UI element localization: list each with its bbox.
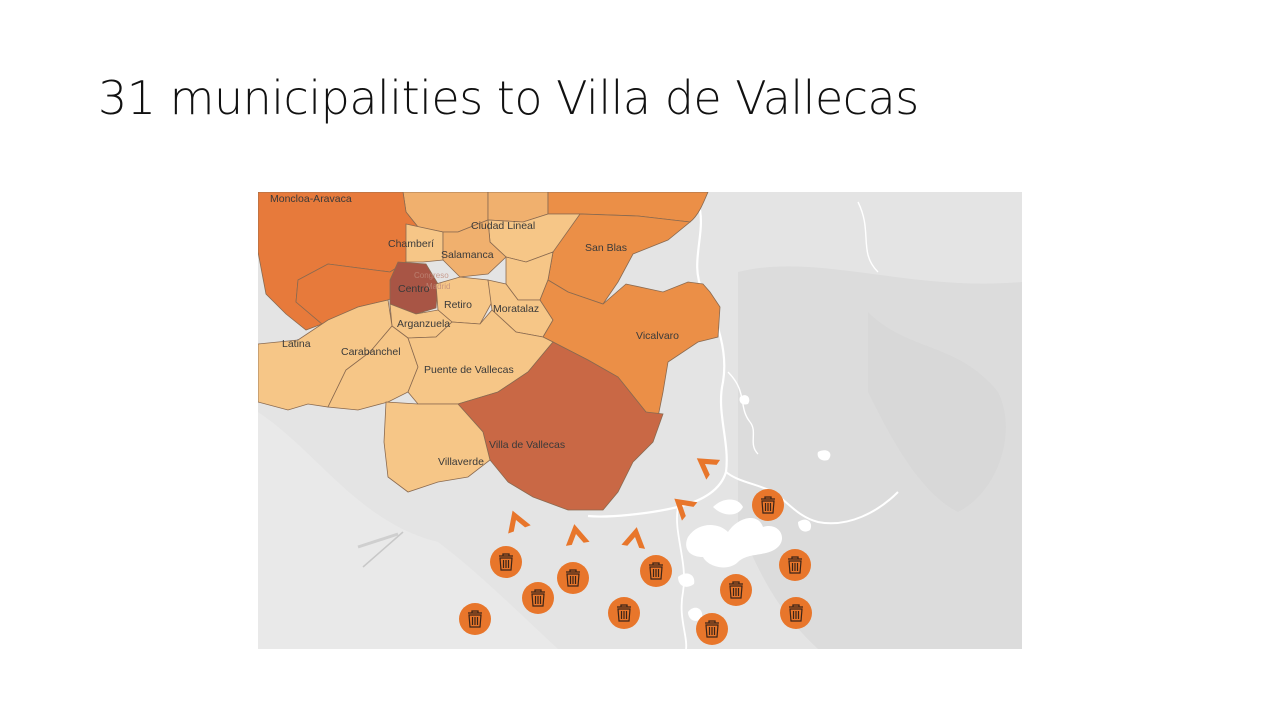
label-latina: Latina bbox=[282, 338, 311, 350]
label-arganzuela: Arganzuela bbox=[397, 318, 450, 330]
label-moratalaz: Moratalaz bbox=[493, 303, 539, 315]
chevron-arrow-icon bbox=[508, 510, 531, 534]
chevron-arrow-icon bbox=[621, 527, 646, 549]
label-puente-de-vallecas: Puente de Vallecas bbox=[424, 364, 514, 376]
label-ciudad-lineal: Ciudad Lineal bbox=[471, 220, 535, 232]
faint-labels: Congreso Madrid bbox=[414, 271, 450, 291]
faint-label: Madrid bbox=[426, 282, 450, 291]
faint-label: Congreso bbox=[414, 271, 449, 280]
trash-can-icon bbox=[608, 597, 640, 629]
river-network bbox=[587, 201, 899, 649]
trash-can-icon bbox=[640, 555, 672, 587]
label-centro: Centro bbox=[398, 283, 430, 295]
trash-can-icon bbox=[779, 549, 811, 581]
trash-can-icon bbox=[780, 597, 812, 629]
label-chamberi: Chamberí bbox=[388, 238, 434, 250]
label-villaverde: Villaverde bbox=[438, 456, 484, 468]
chevron-arrow-icon bbox=[674, 498, 698, 521]
label-villa-de-vallecas: Villa de Vallecas bbox=[489, 439, 565, 451]
chevron-arrow-icon bbox=[565, 524, 590, 546]
trash-can-icon bbox=[490, 546, 522, 578]
direction-arrows bbox=[508, 458, 721, 549]
trash-can-icon bbox=[459, 603, 491, 635]
label-vicalvaro: Vicalvaro bbox=[636, 330, 679, 342]
trash-can-icon bbox=[557, 562, 589, 594]
trash-can-icon bbox=[720, 574, 752, 606]
label-retiro: Retiro bbox=[444, 299, 472, 311]
choropleth-map[interactable]: Congreso Madrid Moncloa-Aravaca Chamberí… bbox=[258, 192, 1022, 649]
label-carabanchel: Carabanchel bbox=[341, 346, 401, 358]
label-moncloa-aravaca: Moncloa-Aravaca bbox=[270, 193, 352, 205]
trash-can-icon bbox=[522, 582, 554, 614]
map-terrain bbox=[258, 192, 1022, 649]
slide-title: 31 municipalities to Villa de Vallecas bbox=[98, 71, 919, 125]
label-san-blas: San Blas bbox=[585, 242, 627, 254]
district-labels: Moncloa-Aravaca Chamberí Ciudad Lineal S… bbox=[270, 193, 679, 468]
label-salamanca: Salamanca bbox=[441, 249, 494, 261]
municipality-markers bbox=[459, 489, 812, 645]
trash-can-icon bbox=[696, 613, 728, 645]
map-canvas: Congreso Madrid Moncloa-Aravaca Chamberí… bbox=[258, 192, 1022, 649]
chevron-arrow-icon bbox=[696, 458, 721, 480]
trash-can-icon bbox=[752, 489, 784, 521]
district-shapes bbox=[258, 192, 721, 511]
